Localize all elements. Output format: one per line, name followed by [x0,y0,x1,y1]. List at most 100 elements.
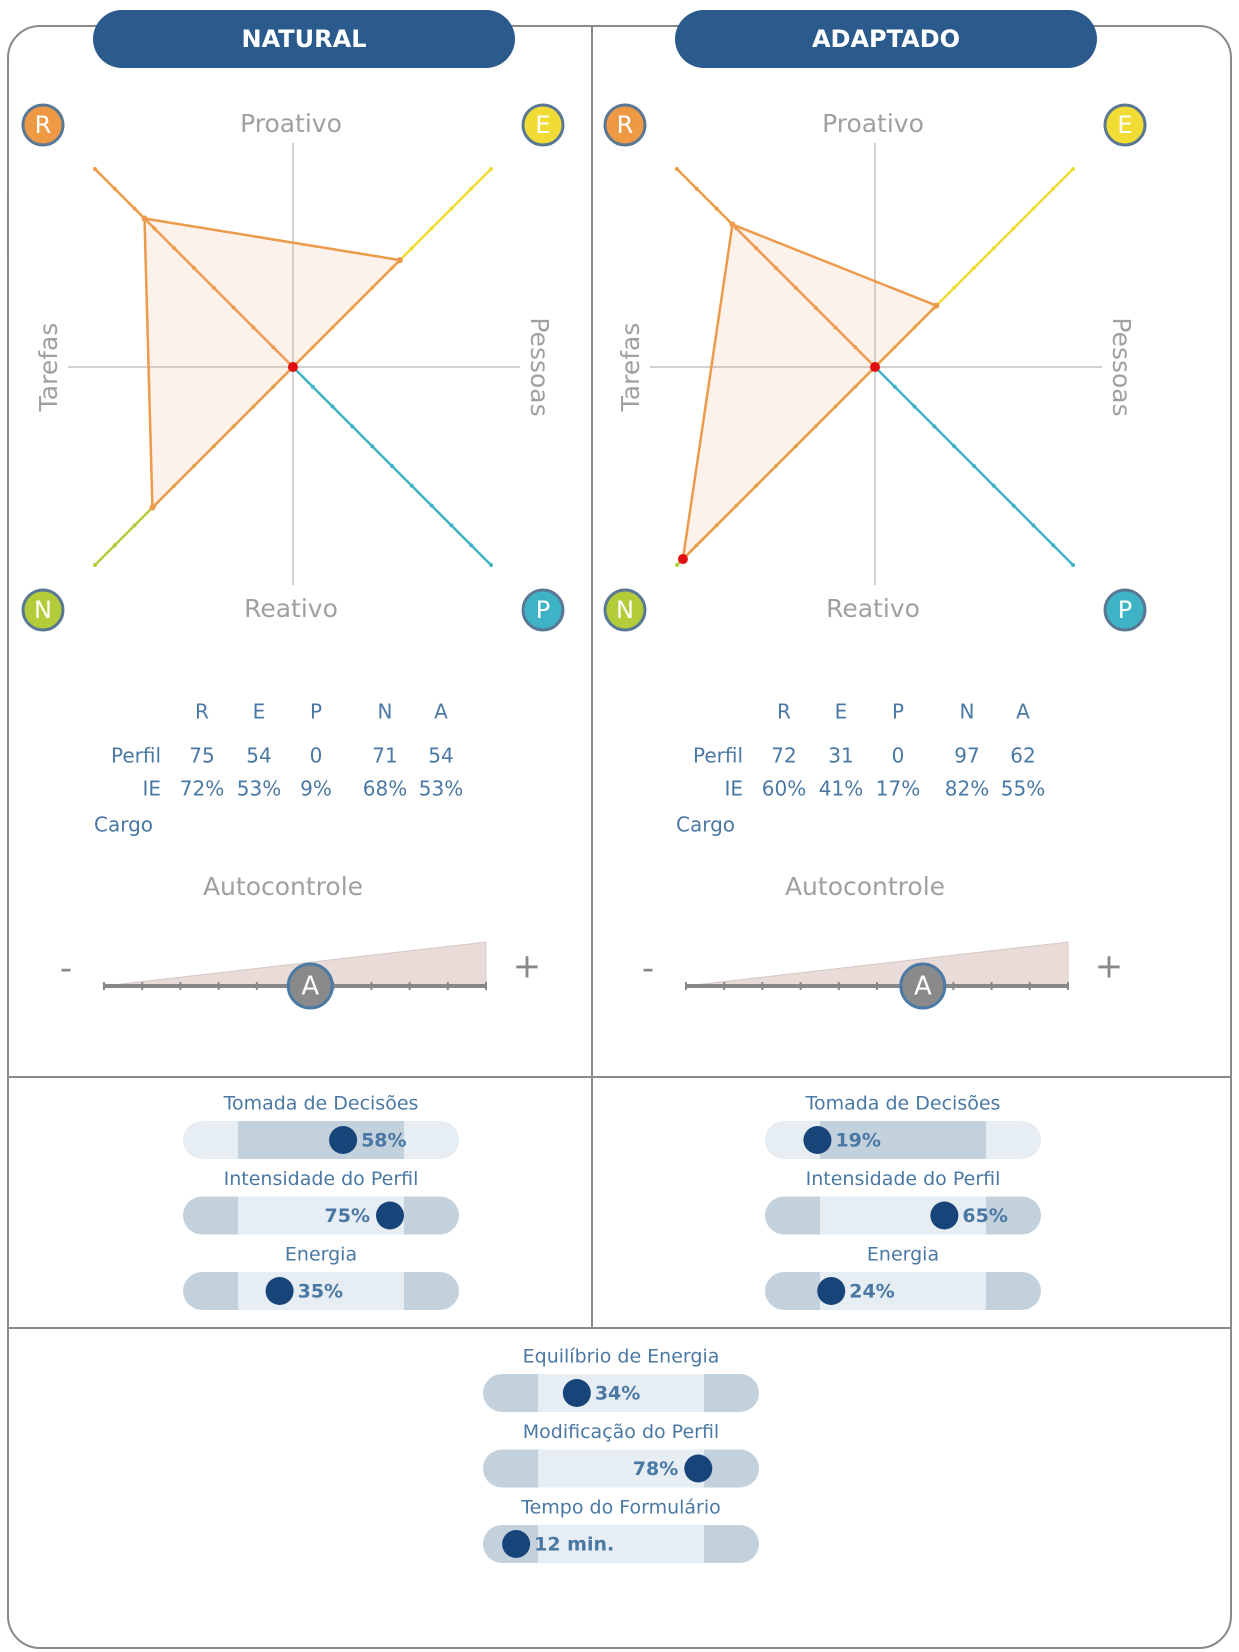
corner-label: R [617,111,634,139]
header-pill [93,10,515,68]
table-header: R [195,700,209,724]
corner-badge [1103,103,1147,147]
metric-title: Energia [285,1244,357,1266]
radar-tick [754,246,759,251]
metric-dot [502,1530,531,1558]
radar-tick [972,464,976,468]
radar-vertex [149,504,156,511]
metric-value: 78% [633,1458,678,1480]
metric-band [820,1272,986,1310]
table-header: N [960,700,975,724]
metric-dot [562,1379,591,1407]
radar-tick [694,186,699,191]
slider-minus: - [642,949,654,989]
table-cell: 31 [828,744,853,768]
radar-tick [172,246,177,251]
slider-marker-label: A [914,972,932,1002]
table-cell: 54 [428,744,453,768]
radar-tick [370,444,375,449]
metric-title: Tomada de Decisões [223,1093,419,1115]
metric-value: 19% [835,1130,880,1152]
radar-tick [429,503,434,508]
radar-tick [1071,167,1075,171]
table-cell: 53% [237,777,281,801]
axis-label: Reativo [826,594,920,623]
radar-vertex [870,362,880,372]
radar-tick [813,305,818,310]
axis-label: Pessoas [1107,317,1136,416]
corner-label: R [35,111,52,139]
table-cell: 0 [310,744,323,768]
radar-tick [489,167,493,171]
radar-tick [714,206,719,211]
metric-value: 65% [962,1205,1007,1227]
metric-value: 24% [849,1281,894,1303]
table-cell: 68% [363,777,407,801]
table-cell: 97 [954,744,979,768]
metric-value: 58% [361,1130,406,1152]
radar-tick [932,424,937,429]
radar-vertex [396,257,403,264]
row-label: Cargo [94,813,153,837]
metric-value: 75% [325,1205,370,1227]
radar-tick [853,345,858,350]
table-header: N [378,700,393,724]
table-cell: 72% [180,777,224,801]
corner-label: E [535,111,550,139]
axis-label: Reativo [244,594,338,623]
table-header: E [253,700,266,724]
table-header: A [434,700,448,724]
header-title: NATURAL [241,25,366,53]
row-label: Perfil [111,744,161,768]
slider-title: Autocontrole [785,872,945,901]
corner-badge [521,103,565,147]
metric-title: Modificação do Perfil [523,1421,719,1443]
corner-badge [21,588,65,632]
radar-shape [143,217,403,511]
row-label: Cargo [676,813,735,837]
table-cell: 0 [892,744,905,768]
corner-badge [1103,588,1147,632]
table-cell: 60% [762,777,806,801]
table-cell: 71 [372,744,397,768]
metric-dot [803,1126,832,1154]
header-title: ADAPTADO [812,25,960,53]
corner-label: P [536,596,550,624]
metric-dot [376,1201,404,1230]
axis-label: Tarefas [34,323,63,413]
table-cell: 17% [876,777,920,801]
radar-tick [1031,523,1036,528]
metric-band [238,1121,404,1159]
row-label: IE [724,777,743,801]
metric-dot [817,1277,846,1305]
radar-tick [675,167,679,171]
metric-band [820,1196,986,1235]
table-cell: 41% [819,777,863,801]
metric-value: 34% [595,1383,640,1405]
metric-band [538,1525,704,1563]
radar-tick [112,543,117,548]
radar-vertex [677,554,688,565]
slider-minus: - [60,949,72,989]
radar-tick [952,444,957,449]
metric-dot [930,1201,959,1230]
axis-label: Proativo [240,109,342,138]
radar-tick [409,246,414,251]
table-header: R [777,700,791,724]
metric-dot [684,1454,713,1483]
radar-tick [429,226,434,231]
corner-label: E [1117,111,1132,139]
table-header: P [892,700,904,724]
table-cell: 9% [300,777,332,801]
corner-badge [521,588,565,632]
table-cell: 75 [189,744,214,768]
table-cell: 55% [1001,777,1045,801]
metric-dot [329,1126,358,1154]
metric-band [820,1121,986,1159]
metric-value: 12 min. [534,1534,614,1556]
frame [7,25,1232,1649]
metric-title: Energia [867,1244,939,1266]
radar-vertex [141,215,148,222]
table-header: E [835,700,848,724]
